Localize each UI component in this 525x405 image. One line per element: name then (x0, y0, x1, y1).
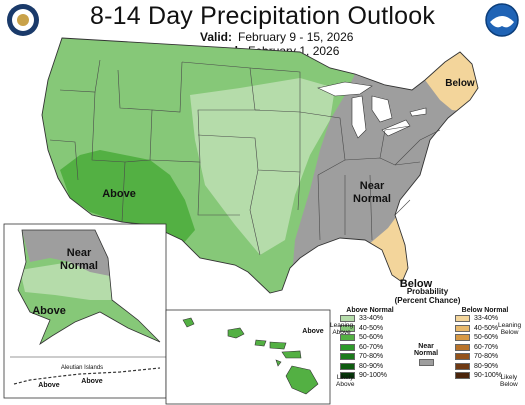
legend-below-bin-label: 80-90% (474, 362, 499, 370)
alaska-outline (17, 229, 161, 346)
legend-title-line1: Probability (406, 287, 449, 296)
legend-below-bin-label: 90-100% (474, 372, 503, 380)
legend-below-bin-row: 50-60% (455, 333, 515, 343)
state-boundaries (49, 59, 441, 256)
legend-below-bin-row: 60-70% (455, 343, 515, 353)
label-aleutian-above-2: Above (81, 378, 103, 385)
legend-likely-below: Likely Below (500, 374, 518, 388)
legend-above-bin-row: 60-70% (340, 343, 400, 353)
label-southwest: Above (102, 188, 136, 200)
legend-above-bin-row: 80-90% (340, 362, 400, 372)
label-northeast: Below (445, 78, 475, 89)
legend-leaning-above-l2: Above (332, 329, 351, 336)
legend-leaning-above: Leaning Above (330, 322, 353, 336)
legend-below-bin-label: 33-40% (474, 315, 499, 323)
legend-leaning-below: Leaning Below (498, 322, 521, 336)
legend-below-bin-swatch (455, 324, 470, 332)
aleutian-islands-shape (13, 367, 161, 385)
label-east-near-2: Normal (353, 193, 391, 205)
legend-above-bin-label: 50-60% (359, 334, 384, 342)
legend-below-bin-row: 33-40% (455, 314, 515, 324)
legend-below-bin-row: 40-50% (455, 324, 515, 334)
legend-above-bin-label: 70-80% (359, 353, 384, 361)
legend-above-bin-swatch (340, 353, 355, 361)
above-50-60-region (60, 150, 195, 245)
legend-above-bin-label: 40-50% (359, 324, 384, 332)
legend-likely-below-l1: Likely (500, 374, 518, 381)
legend-leaning-above-l1: Leaning (330, 322, 354, 329)
hawaii-islands (182, 317, 319, 395)
conus-outline (41, 37, 479, 294)
legend-below-header: Below Normal (461, 307, 509, 314)
legend-near-l1: Near (418, 343, 434, 350)
label-alaska-near-2: Normal (60, 260, 98, 272)
legend-above-bin-label: 90-100% (359, 372, 388, 380)
legend-near-swatch (418, 359, 434, 366)
label-alaska-south: Above (32, 305, 66, 317)
valid-label: Valid: (200, 30, 233, 44)
legend-above-bin-label: 33-40% (359, 315, 384, 323)
legend-below-bin-label: 40-50% (474, 324, 499, 332)
legend-above-bin-row: 33-40% (340, 314, 400, 324)
label-southeast: Below (400, 278, 433, 290)
legend-above-bin-label: 60-70% (359, 343, 384, 351)
legend-above-bin-swatch (340, 334, 355, 342)
doc-seal-logo (7, 4, 39, 36)
leaning-above-region (190, 78, 335, 255)
legend-likely-above-l1: Likely (336, 374, 354, 381)
label-aleutian-above-1: Above (38, 382, 60, 389)
label-east-near-1: Near (360, 180, 385, 192)
legend-below-bin-label: 70-80% (474, 353, 499, 361)
legend-above-header: Above Normal (346, 307, 394, 314)
legend-below-bin-swatch (455, 334, 470, 342)
below-northeast-region (425, 50, 478, 112)
legend-below-bin-row: 80-90% (455, 362, 515, 372)
legend-below-bin-swatch (455, 362, 470, 370)
legend-below-bin-swatch (455, 315, 470, 323)
legend-below-bin-label: 60-70% (474, 343, 499, 351)
legend-above-bin-swatch (340, 372, 355, 380)
noaa-logo (485, 3, 519, 37)
aleutian-title: Aleutian Islands (61, 365, 103, 371)
legend-below-bin-row: 90-100% (455, 371, 515, 381)
legend-above-bin-swatch (340, 315, 355, 323)
legend-above-bin-label: 80-90% (359, 362, 384, 370)
legend-below-bin-swatch (455, 372, 470, 380)
valid-period: Valid: February 9 - 15, 2026 (200, 30, 353, 44)
legend-above-bin-row: 50-60% (340, 333, 400, 343)
legend-near-l2: Normal (414, 350, 439, 357)
legend-above-bin-swatch (340, 362, 355, 370)
legend-above-bin-swatch (340, 343, 355, 351)
label-alaska-near-1: Near (67, 247, 92, 259)
legend-above-column: Above Normal 33-40% 40-50% 50-60% 60-70% 70-… (340, 307, 400, 381)
legend-above-bin-row: 70-80% (340, 352, 400, 362)
legend-below-bin-swatch (455, 343, 470, 351)
legend-likely-above-l2: Above (336, 381, 355, 388)
valid-value: February 9 - 15, 2026 (238, 30, 354, 44)
legend-below-bin-swatch (455, 353, 470, 361)
label-hawaii: Above (302, 328, 324, 335)
probability-legend: Probability (Percent Chance) Above Norma… (330, 287, 525, 405)
legend-above-bin-row: 40-50% (340, 324, 400, 334)
legend-below-column: Below Normal 33-40% 40-50% 50-60% 60-70% 70-… (455, 307, 515, 381)
legend-title-line2: (Percent Chance) (394, 296, 461, 305)
legend-below-bin-label: 50-60% (474, 334, 499, 342)
map-title: 8-14 Day Precipitation Outlook (89, 2, 436, 30)
legend-likely-above: Likely Above (336, 374, 354, 388)
legend-above-bin-row: 90-100% (340, 371, 400, 381)
legend-title: Probability (Percent Chance) (330, 287, 525, 305)
legend-leaning-below-l2: Below (500, 329, 519, 336)
legend-leaning-below-l1: Leaning (498, 322, 522, 329)
legend-below-bin-row: 70-80% (455, 352, 515, 362)
legend-above-bin-swatch (340, 324, 355, 332)
legend-likely-below-l2: Below (500, 381, 518, 388)
legend-near-normal: Near Normal (414, 343, 438, 366)
